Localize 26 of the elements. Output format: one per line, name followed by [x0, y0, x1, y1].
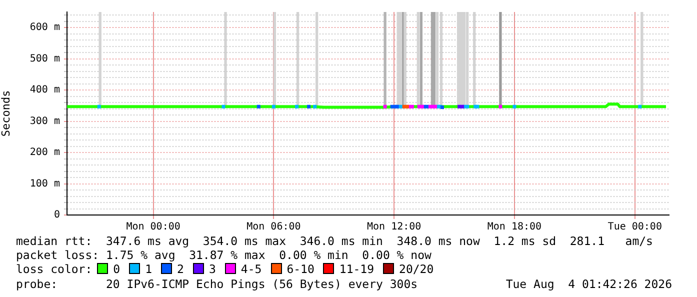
text: Tue Aug 4 01:42:26 2026 — [506, 276, 672, 291]
legend-label: 6-10 — [286, 262, 314, 276]
y-tick-label: 500 m — [30, 53, 60, 64]
y-tick-label: 600 m — [30, 22, 60, 34]
y-tick-label: 100 m — [30, 178, 60, 190]
legend-label: 4-5 — [240, 262, 262, 276]
x-tick-label: Mon 06:00 — [246, 222, 301, 233]
legend-label: 0 — [113, 262, 120, 276]
x-tick-label: Mon 12:00 — [366, 222, 422, 233]
x-tick-label: Mon 00:00 — [126, 222, 180, 233]
y-tick-label: 200 m — [30, 147, 60, 158]
text: median rtt: 347.6 ms avg 354.0 ms max 346.0 ms min 348.0 ms now 1.2 ms sd 281.1 am/s — [16, 234, 654, 248]
legend-label: 2 — [177, 262, 184, 276]
legend-label: 3 — [208, 262, 216, 276]
legend-label: 1 — [145, 262, 152, 276]
legend-title: loss color: — [16, 262, 92, 276]
y-tick-label: 300 m — [30, 116, 60, 127]
text: packet loss: 1.75 % avg 31.87 % max 0.00 % min 0.00 % now — [16, 248, 432, 262]
y-tick-label: 400 m — [30, 84, 60, 96]
y-tick-label: 0 — [54, 210, 60, 221]
x-tick-label: Mon 18:00 — [487, 222, 542, 233]
legend-label: 11-19 — [339, 262, 374, 276]
text: probe: 20 IPv6-ICMP Echo Pings (56 Bytes) every 300s — [16, 276, 418, 291]
legend-label: 20/20 — [399, 262, 434, 276]
x-tick-label: Tue 00:00 — [608, 222, 662, 233]
y-axis-title: Seconds — [0, 90, 12, 137]
